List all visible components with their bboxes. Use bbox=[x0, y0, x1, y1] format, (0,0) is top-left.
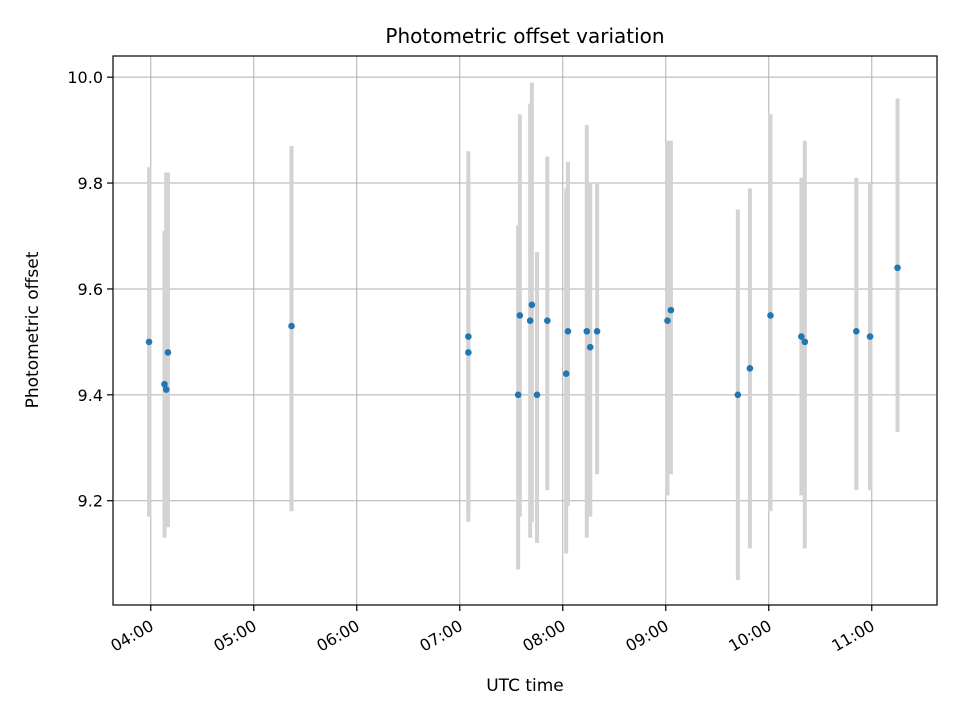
data-point bbox=[667, 306, 675, 314]
data-point bbox=[161, 380, 168, 388]
data-point bbox=[162, 386, 170, 393]
y-tick-label: 9.4 bbox=[78, 386, 103, 405]
y-tick-label: 10.0 bbox=[67, 68, 103, 87]
data-point bbox=[564, 327, 572, 335]
y-tick-label: 9.6 bbox=[78, 280, 103, 299]
data-points bbox=[145, 264, 901, 399]
data-point bbox=[465, 333, 472, 340]
data-point bbox=[853, 327, 860, 335]
y-axis-label: Photometric offset bbox=[23, 251, 43, 408]
data-point bbox=[164, 349, 172, 356]
data-point bbox=[526, 317, 534, 325]
data-point bbox=[746, 365, 754, 372]
data-point bbox=[767, 312, 774, 319]
y-tick-label: 9.2 bbox=[78, 492, 103, 511]
data-point bbox=[288, 322, 295, 330]
data-point bbox=[866, 333, 874, 340]
data-point bbox=[894, 264, 901, 272]
plot-frame bbox=[112, 55, 938, 606]
data-point bbox=[465, 349, 472, 356]
data-point bbox=[516, 312, 524, 319]
x-axis-label: UTC time bbox=[486, 676, 564, 696]
data-point bbox=[528, 301, 536, 309]
data-point bbox=[801, 338, 809, 346]
data-point bbox=[145, 338, 153, 346]
data-point bbox=[544, 317, 551, 325]
data-point bbox=[514, 391, 522, 399]
chart-title: Photometric offset variation bbox=[385, 24, 664, 48]
data-point bbox=[562, 370, 570, 377]
data-point bbox=[533, 391, 541, 399]
data-point bbox=[664, 317, 671, 325]
data-point bbox=[798, 333, 805, 340]
data-point bbox=[593, 327, 601, 335]
y-axis-ticks: 9.2 9.4 9.6 9.8 10.0 bbox=[67, 68, 113, 511]
data-point bbox=[734, 391, 742, 399]
y-tick-label: 9.8 bbox=[78, 174, 103, 193]
data-point bbox=[583, 327, 591, 335]
data-point bbox=[586, 343, 594, 351]
